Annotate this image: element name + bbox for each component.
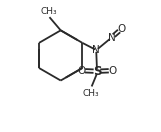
Text: CH₃: CH₃ [41, 7, 57, 16]
Text: CH₃: CH₃ [82, 89, 99, 98]
Text: N: N [92, 45, 100, 55]
Text: O: O [117, 24, 125, 34]
Text: O: O [108, 66, 116, 76]
Text: S: S [93, 65, 101, 78]
Text: N: N [108, 33, 115, 43]
Text: O: O [78, 66, 86, 76]
